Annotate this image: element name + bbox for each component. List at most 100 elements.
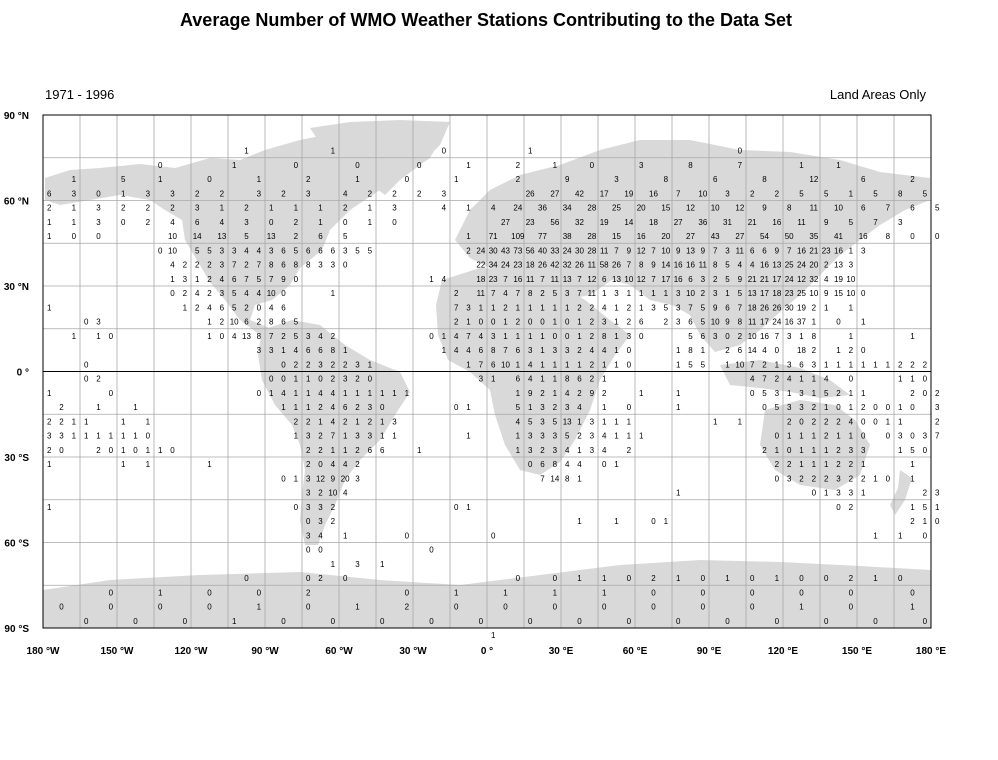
station-count-cell: 6 <box>799 360 804 369</box>
station-count-cell: 1 <box>873 360 878 369</box>
station-count-cell: 1 <box>898 531 903 540</box>
station-count-cell: 3 <box>96 318 101 327</box>
station-count-cell: 23 <box>785 289 794 298</box>
station-count-cell: 15 <box>661 204 670 213</box>
station-count-cell: 2 <box>195 189 200 198</box>
station-count-cell: 1 <box>824 460 829 469</box>
station-count-cell: 2 <box>516 318 521 327</box>
station-count-cell: 0 <box>503 603 508 612</box>
station-count-cell: 7 <box>688 303 693 312</box>
station-count-cell: 2 <box>466 246 471 255</box>
station-count-cell: 4 <box>565 389 570 398</box>
station-count-cell: 3 <box>306 432 311 441</box>
station-count-cell: 8 <box>664 175 669 184</box>
station-count-cell: 1 <box>158 588 163 597</box>
station-count-cell: 4 <box>750 375 755 384</box>
station-count-cell: 23 <box>526 218 535 227</box>
latitude-tick-label: 60 °S <box>4 539 29 550</box>
station-count-cell: 2 <box>59 403 64 412</box>
station-count-cell: 0 <box>146 432 151 441</box>
station-count-cell: 1 <box>713 417 718 426</box>
station-count-cell: 0 <box>886 474 891 483</box>
station-count-cell: 0 <box>553 332 558 341</box>
station-count-cell: 5 <box>294 332 299 341</box>
station-count-cell: 0 <box>331 617 336 626</box>
station-count-cell: 2 <box>47 446 52 455</box>
station-count-cell: 3 <box>269 346 274 355</box>
station-count-cell: 1 <box>824 403 829 412</box>
station-count-cell: 1 <box>516 303 521 312</box>
station-count-cell: 3 <box>306 503 311 512</box>
station-count-cell: 0 <box>72 232 77 241</box>
station-count-cell: 8 <box>294 261 299 270</box>
station-count-cell: 4 <box>331 460 336 469</box>
station-count-cell: 0 <box>565 318 570 327</box>
station-count-cell: 1 <box>491 303 496 312</box>
station-count-cell: 18 <box>772 289 781 298</box>
station-count-cell: 1 <box>614 517 619 526</box>
station-count-cell: 4 <box>257 289 262 298</box>
station-count-cell: 2 <box>244 261 249 270</box>
station-count-cell: 3 <box>232 246 237 255</box>
station-count-cell: 0 <box>528 318 533 327</box>
station-count-cell: 2 <box>540 289 545 298</box>
station-count-cell: 42 <box>575 189 584 198</box>
station-count-cell: 1 <box>516 360 521 369</box>
station-count-cell: 9 <box>738 275 743 284</box>
station-count-cell: 10 <box>834 204 843 213</box>
station-count-cell: 7 <box>750 360 755 369</box>
station-count-cell: 7 <box>614 246 619 255</box>
station-count-cell: 3 <box>849 261 854 270</box>
station-count-cell: 4 <box>479 332 484 341</box>
station-count-cell: 2 <box>244 303 249 312</box>
station-count-cell: 0 <box>553 574 558 583</box>
station-count-cell: 1 <box>676 574 681 583</box>
station-count-cell: 1 <box>146 417 151 426</box>
station-count-cell: 2 <box>812 403 817 412</box>
station-count-cell: 3 <box>355 432 360 441</box>
station-count-cell: 16 <box>674 261 683 270</box>
station-count-cell: 5 <box>824 189 829 198</box>
station-count-cell: 1 <box>824 360 829 369</box>
station-count-cell: 2 <box>935 389 940 398</box>
station-count-cell: 1 <box>577 574 582 583</box>
station-count-cell: 6 <box>725 303 730 312</box>
station-count-cell: 0 <box>343 574 348 583</box>
station-count-cell: 3 <box>565 346 570 355</box>
station-count-cell: 0 <box>836 318 841 327</box>
station-count-cell: 26 <box>772 303 781 312</box>
station-count-cell: 2 <box>787 417 792 426</box>
station-count-cell: 4 <box>516 417 521 426</box>
station-count-cell: 2 <box>590 332 595 341</box>
station-count-cell: 0 <box>799 588 804 597</box>
station-count-cell: 1 <box>627 417 632 426</box>
station-count-cell: 1 <box>516 332 521 341</box>
station-count-cell: 0 <box>281 617 286 626</box>
station-count-cell: 4 <box>331 403 336 412</box>
station-count-cell: 5 <box>688 332 693 341</box>
station-count-cell: 3 <box>220 289 225 298</box>
station-count-cell: 4 <box>331 417 336 426</box>
station-count-cell: 7 <box>651 246 656 255</box>
station-count-cell: 1 <box>799 161 804 170</box>
station-count-cell: 54 <box>760 232 769 241</box>
station-count-cell: 0 <box>355 161 360 170</box>
station-count-cell: 9 <box>528 389 533 398</box>
station-count-cell: 1 <box>910 460 915 469</box>
station-count-cell: 2 <box>787 460 792 469</box>
station-count-cell: 0 <box>627 617 632 626</box>
station-count-cell: 6 <box>516 346 521 355</box>
station-count-cell: 13 <box>563 275 572 284</box>
station-count-cell: 2 <box>775 460 780 469</box>
station-count-cell: 1 <box>121 446 126 455</box>
station-count-cell: 26 <box>575 261 584 270</box>
station-count-cell: 2 <box>651 574 656 583</box>
station-count-cell: 1 <box>343 446 348 455</box>
station-count-cell: 0 <box>775 474 780 483</box>
station-count-cell: 1 <box>429 275 434 284</box>
station-count-cell: 17 <box>772 275 781 284</box>
station-count-cell: 1 <box>861 389 866 398</box>
station-count-cell: 0 <box>898 574 903 583</box>
station-count-cell: 10 <box>661 246 670 255</box>
station-count-cell: 4 <box>466 346 471 355</box>
